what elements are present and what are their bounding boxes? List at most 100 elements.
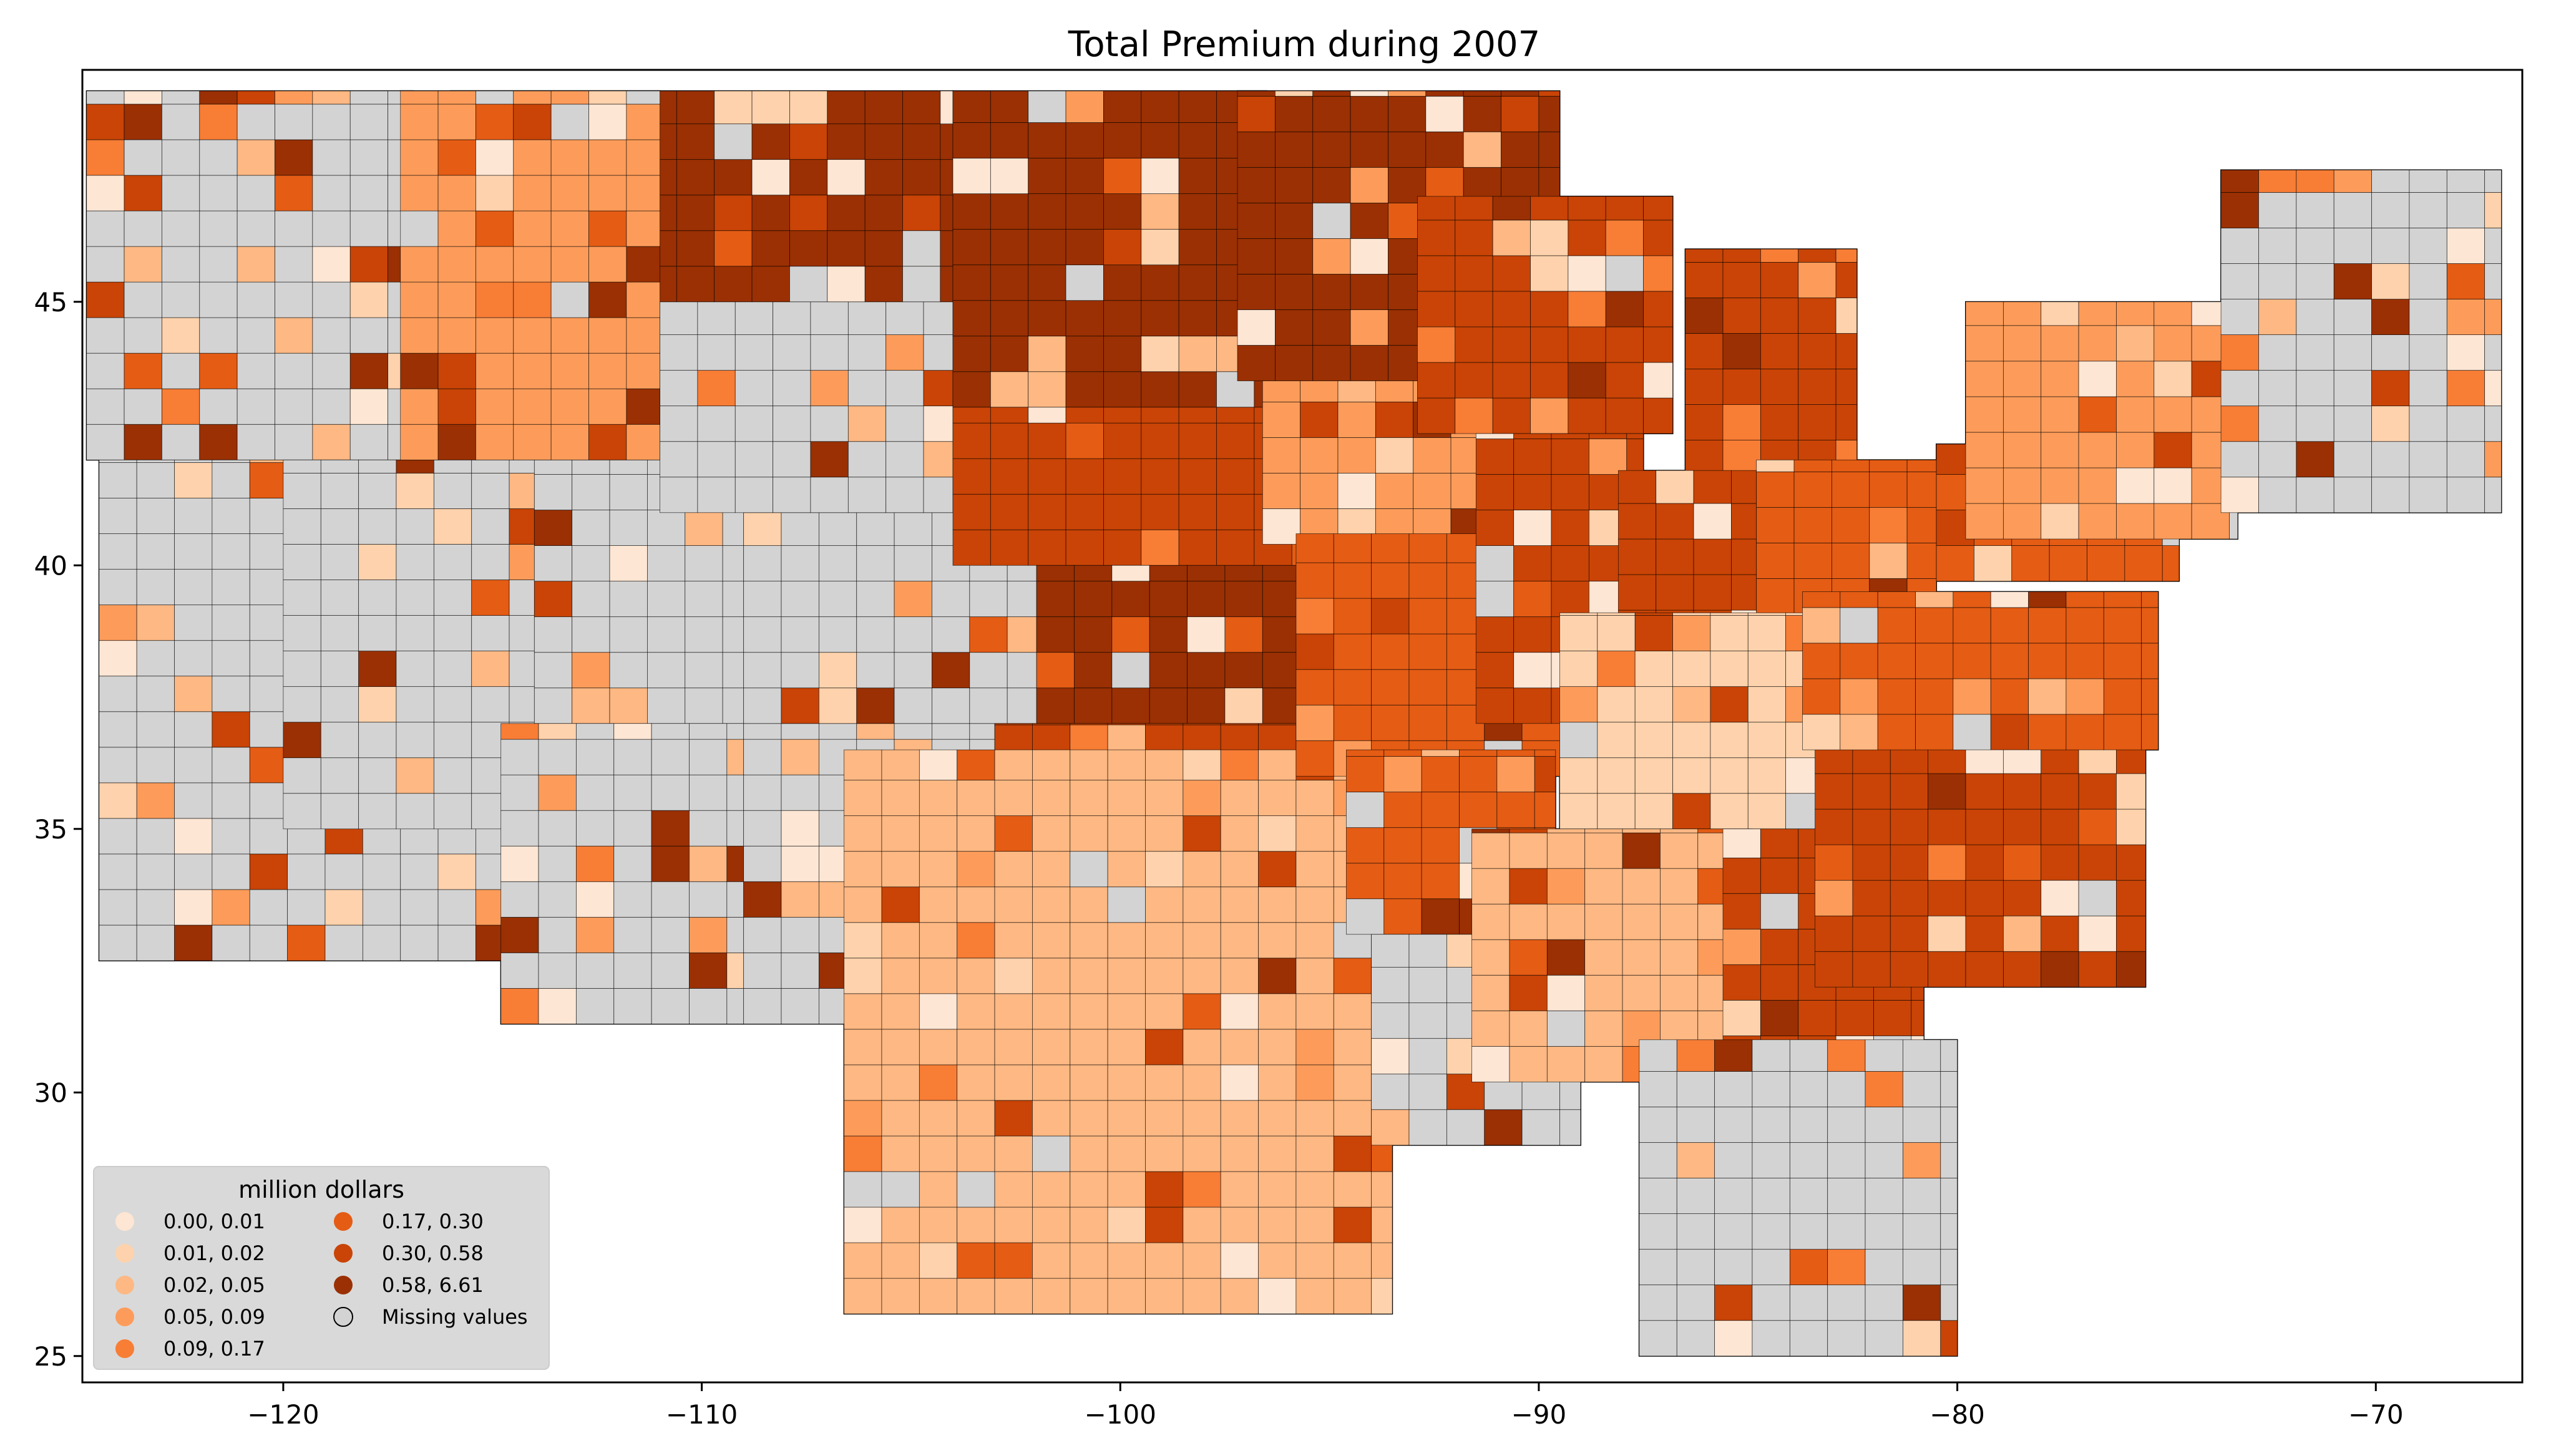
- county-cell: [400, 175, 439, 211]
- county-cell: [1107, 958, 1146, 994]
- county-cell: [237, 104, 275, 140]
- county-cell: [1877, 607, 1916, 644]
- county-cell: [275, 424, 313, 460]
- county-cell: [1224, 581, 1263, 618]
- county-cell: [1183, 851, 1221, 888]
- county-cell: [396, 615, 434, 651]
- county-cell: [1492, 255, 1531, 292]
- county-cell: [818, 723, 857, 740]
- county-cell: [2002, 951, 2042, 988]
- county-cell: [500, 723, 539, 740]
- county-cell: [726, 774, 744, 811]
- county-cell: [1559, 686, 1598, 723]
- county-cell: [1990, 643, 2029, 679]
- county-cell: [1584, 828, 1623, 833]
- county-cell: [1639, 1107, 1677, 1143]
- county-cell: [609, 616, 648, 653]
- county-cell: [1350, 309, 1388, 346]
- county-cell: [919, 922, 958, 959]
- x-tick-label: −80: [1929, 1399, 1985, 1430]
- county-cell: [844, 922, 882, 959]
- x-tick-label: −110: [666, 1399, 738, 1430]
- county-cell: [1656, 538, 1694, 575]
- county-cell: [2141, 714, 2158, 750]
- county-cell: [1584, 939, 1623, 976]
- county-cell: [1258, 922, 1297, 959]
- county-cell: [471, 544, 510, 580]
- county-cell: [86, 90, 125, 105]
- county-cell: [237, 210, 275, 247]
- county-cell: [1714, 1107, 1753, 1143]
- county-cell: [433, 722, 472, 759]
- county-cell: [500, 881, 539, 918]
- county-cell: [1141, 493, 1179, 530]
- county-cell: [1622, 832, 1661, 869]
- county-cell: [1028, 90, 1066, 123]
- county-cell: [1028, 336, 1066, 372]
- county-cell: [676, 266, 715, 303]
- county-cell: [162, 139, 200, 176]
- county-cell: [513, 352, 552, 389]
- county-cell: [437, 352, 476, 389]
- county-cell: [2041, 361, 2079, 397]
- county-cell: [1107, 922, 1146, 959]
- county-cell: [626, 317, 660, 354]
- county-cell: [471, 686, 510, 723]
- county-cell: [714, 266, 753, 303]
- county-cell: [743, 739, 782, 775]
- county-cell: [1300, 381, 1339, 402]
- y-tick-label: 25: [34, 1341, 67, 1372]
- county-cell: [2002, 361, 2042, 397]
- county-cell: [1178, 193, 1217, 230]
- legend-label: 0.00, 0.01: [163, 1210, 265, 1233]
- county-cell: [1455, 196, 1493, 221]
- county-cell: [1685, 369, 1724, 405]
- county-cell: [550, 139, 589, 176]
- county-cell: [2446, 370, 2485, 407]
- county-cell: [676, 230, 715, 267]
- county-cell: [1521, 1109, 1560, 1146]
- county-cell: [99, 747, 137, 784]
- county-cell: [136, 498, 175, 534]
- county-cell: [1295, 704, 1334, 741]
- county-cell: [1714, 1284, 1753, 1321]
- county-cell: [810, 301, 849, 336]
- county-cell: [1425, 131, 1464, 168]
- county-cell: [2446, 334, 2485, 371]
- county-cell: [1103, 158, 1142, 194]
- county-cell: [1731, 538, 1757, 575]
- county-cell: [588, 90, 627, 105]
- county-cell: [697, 441, 736, 478]
- county-cell: [162, 317, 200, 354]
- county-cell: [358, 580, 397, 616]
- county-cell: [1262, 381, 1301, 402]
- county-cell: [1568, 326, 1606, 363]
- county-cell: [697, 405, 736, 442]
- county-cell: [1070, 1064, 1108, 1101]
- county-cell: [1793, 459, 1832, 472]
- county-cell: [1496, 792, 1535, 828]
- county-cell: [1634, 651, 1673, 687]
- county-cell: [1107, 1206, 1146, 1243]
- county-cell: [1990, 607, 2029, 644]
- county-cell: [1300, 401, 1339, 438]
- county-cell: [2484, 228, 2502, 264]
- county-cell: [1258, 1206, 1297, 1243]
- county-cell: [2446, 263, 2485, 299]
- county-cell: [199, 90, 238, 105]
- county-cell: [400, 90, 439, 105]
- county-cell: [99, 498, 137, 534]
- county-cell: [660, 405, 698, 442]
- county-cell: [844, 780, 882, 817]
- county-cell: [1530, 291, 1569, 328]
- county-cell: [1559, 757, 1598, 794]
- county-cell: [1568, 397, 1606, 434]
- county-cell: [1421, 898, 1460, 935]
- county-cell: [174, 853, 213, 890]
- county-cell: [1534, 756, 1556, 793]
- county-cell: [609, 581, 648, 618]
- county-cell: [212, 640, 250, 677]
- county-cell: [1538, 95, 1560, 132]
- county-cell: [1333, 1029, 1372, 1065]
- county-cell: [1417, 255, 1456, 292]
